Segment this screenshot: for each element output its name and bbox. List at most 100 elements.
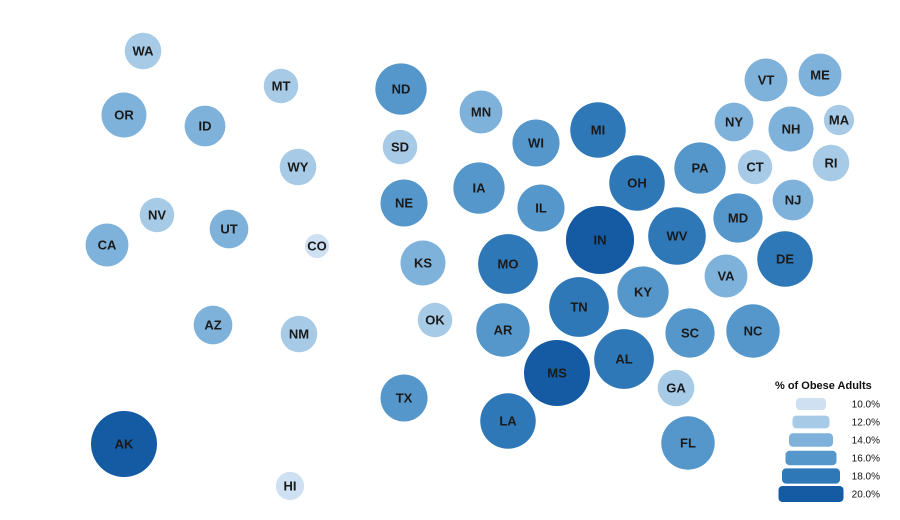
- state-bubble-ca[interactable]: CA: [85, 223, 129, 267]
- state-label: KS: [414, 256, 432, 271]
- state-bubble-wv[interactable]: WV: [648, 207, 706, 265]
- state-label: MI: [591, 123, 605, 138]
- state-label: DE: [776, 252, 794, 267]
- state-circle: [480, 393, 536, 449]
- state-bubble-pa[interactable]: PA: [674, 142, 726, 194]
- state-circle: [476, 303, 530, 357]
- state-circle: [453, 162, 505, 214]
- state-bubble-nm[interactable]: NM: [280, 315, 318, 353]
- state-circle: [279, 148, 317, 186]
- state-label: CT: [746, 160, 763, 175]
- state-bubble-nj[interactable]: NJ: [772, 179, 814, 221]
- state-bubble-tx[interactable]: TX: [380, 374, 428, 422]
- state-bubble-ms[interactable]: MS: [524, 340, 590, 406]
- state-bubble-fl[interactable]: FL: [661, 416, 715, 470]
- state-bubble-ak[interactable]: AK: [91, 411, 157, 477]
- state-circle: [768, 106, 814, 152]
- state-bubble-id[interactable]: ID: [184, 105, 226, 147]
- state-bubble-vt[interactable]: VT: [744, 58, 788, 102]
- state-bubbles: WA OR ID MT WY NV UT CA CO AZ NM AK HI ND SD NE KS OK TX MN…: [85, 32, 855, 501]
- state-bubble-tn[interactable]: TN: [549, 277, 609, 337]
- state-bubble-la[interactable]: LA: [480, 393, 536, 449]
- state-label: WV: [667, 229, 688, 244]
- state-bubble-mt[interactable]: MT: [263, 68, 299, 104]
- state-bubble-nc[interactable]: NC: [726, 304, 780, 358]
- state-circle: [380, 374, 428, 422]
- state-circle: [512, 119, 560, 167]
- state-bubble-ny[interactable]: NY: [714, 102, 754, 142]
- state-bubble-oh[interactable]: OH: [609, 155, 665, 211]
- state-circle: [812, 144, 850, 182]
- state-label: RI: [825, 156, 838, 171]
- state-label: CA: [98, 238, 117, 253]
- state-circle: [280, 315, 318, 353]
- state-bubble-mn[interactable]: MN: [459, 90, 503, 134]
- state-circle: [661, 416, 715, 470]
- state-circle: [478, 234, 538, 294]
- state-circle: [757, 231, 813, 287]
- legend-label: 14.0%: [852, 436, 880, 447]
- state-circle: [549, 277, 609, 337]
- legend-swatch: [792, 415, 830, 429]
- state-bubble-nv[interactable]: NV: [139, 197, 175, 233]
- state-circle: [101, 92, 147, 138]
- state-label: NV: [148, 208, 166, 223]
- state-bubble-wa[interactable]: WA: [124, 32, 162, 70]
- state-bubble-wy[interactable]: WY: [279, 148, 317, 186]
- state-bubble-wi[interactable]: WI: [512, 119, 560, 167]
- state-label: MT: [272, 79, 291, 94]
- state-bubble-or[interactable]: OR: [101, 92, 147, 138]
- state-bubble-ky[interactable]: KY: [617, 266, 669, 318]
- state-label: PA: [691, 161, 709, 176]
- state-label: MO: [498, 257, 519, 272]
- state-label: OK: [425, 313, 445, 328]
- state-circle: [184, 105, 226, 147]
- state-circle: [744, 58, 788, 102]
- state-bubble-ia[interactable]: IA: [453, 162, 505, 214]
- state-bubble-ut[interactable]: UT: [209, 209, 249, 249]
- state-circle: [124, 32, 162, 70]
- state-circle: [713, 193, 763, 243]
- state-label: NJ: [785, 193, 802, 208]
- state-label: TX: [396, 391, 413, 406]
- state-bubble-ar[interactable]: AR: [476, 303, 530, 357]
- state-circle: [617, 266, 669, 318]
- state-bubble-il[interactable]: IL: [517, 184, 565, 232]
- state-bubble-ga[interactable]: GA: [657, 369, 695, 407]
- state-bubble-de[interactable]: DE: [757, 231, 813, 287]
- state-bubble-ne[interactable]: NE: [380, 179, 428, 227]
- state-bubble-ok[interactable]: OK: [417, 302, 453, 338]
- state-bubble-hi[interactable]: HI: [275, 471, 305, 501]
- state-bubble-al[interactable]: AL: [594, 329, 654, 389]
- state-bubble-mi[interactable]: MI: [570, 102, 626, 158]
- state-bubble-md[interactable]: MD: [713, 193, 763, 243]
- state-label: OR: [114, 108, 134, 123]
- state-bubble-me[interactable]: ME: [798, 53, 842, 97]
- state-circle: [375, 63, 427, 115]
- state-label: AZ: [204, 318, 221, 333]
- state-circle: [704, 254, 748, 298]
- state-bubble-va[interactable]: VA: [704, 254, 748, 298]
- state-bubble-az[interactable]: AZ: [193, 305, 233, 345]
- state-bubble-nh[interactable]: NH: [768, 106, 814, 152]
- state-label: SD: [391, 140, 409, 155]
- state-label: MN: [471, 105, 491, 120]
- state-bubble-sd[interactable]: SD: [382, 129, 418, 165]
- state-label: AK: [115, 437, 134, 452]
- state-bubble-ma[interactable]: MA: [823, 104, 855, 136]
- state-bubble-sc[interactable]: SC: [665, 308, 715, 358]
- state-bubble-mo[interactable]: MO: [478, 234, 538, 294]
- legend-item: 16.0%: [785, 450, 880, 466]
- legend-label: 10.0%: [852, 400, 880, 411]
- state-circle: [400, 240, 446, 286]
- state-label: NM: [289, 327, 309, 342]
- state-bubble-co[interactable]: CO: [305, 234, 329, 258]
- state-bubble-ct[interactable]: CT: [737, 149, 773, 185]
- state-label: SC: [681, 326, 700, 341]
- state-bubble-ri[interactable]: RI: [812, 144, 850, 182]
- state-bubble-nd[interactable]: ND: [375, 63, 427, 115]
- state-circle: [726, 304, 780, 358]
- state-bubble-in[interactable]: IN: [565, 205, 635, 275]
- legend-swatch: [782, 468, 840, 484]
- state-bubble-ks[interactable]: KS: [400, 240, 446, 286]
